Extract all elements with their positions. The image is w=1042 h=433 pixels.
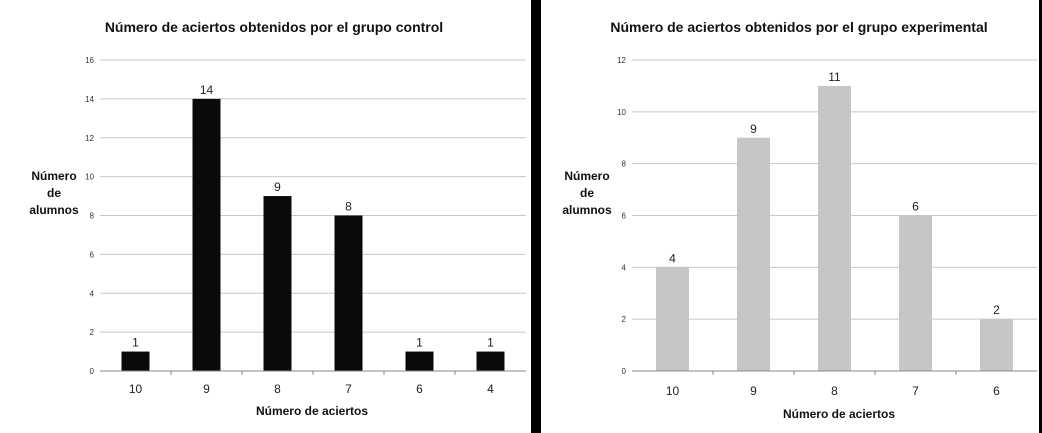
y-axis-ticks: 0 2 4 6 8 10 12 (617, 56, 626, 376)
bar (899, 215, 932, 371)
x-tick-label: 6 (993, 384, 1000, 398)
y-tick-label: 8 (90, 212, 95, 221)
bar (476, 351, 505, 371)
frame-border-right (1039, 0, 1042, 433)
bar (405, 351, 434, 371)
x-tick-label: 10 (666, 384, 680, 398)
x-tick-label: 10 (129, 382, 143, 396)
x-tick-label: 9 (750, 384, 757, 398)
bar (334, 215, 363, 371)
y-tick-label: 8 (622, 160, 627, 169)
data-label: 1 (416, 336, 423, 350)
data-label: 4 (669, 251, 676, 265)
x-tick-label: 7 (912, 384, 919, 398)
bars (656, 85, 1013, 372)
data-label: 2 (993, 303, 1000, 317)
y-tick-label: 2 (622, 315, 627, 324)
x-tick-label: 4 (487, 382, 494, 396)
y-axis-title-line: de (580, 186, 594, 200)
x-axis-ticks: 10 9 8 7 6 4 (129, 371, 494, 396)
chart-panel-experimental: Número de aciertos obtenidos por el grup… (541, 0, 1042, 433)
bar-chart-experimental: Número de aciertos obtenidos por el grup… (562, 19, 1037, 421)
y-axis-title-line: alumnos (29, 203, 79, 217)
x-axis-title: Número de aciertos (783, 407, 895, 421)
data-label: 9 (750, 122, 757, 136)
y-axis-title-line: alumnos (562, 203, 612, 217)
data-label: 8 (345, 200, 352, 214)
y-axis-title-line: de (47, 186, 61, 200)
bar (656, 267, 689, 371)
data-label: 1 (487, 336, 494, 350)
bar (263, 196, 292, 371)
y-axis-ticks: 0 2 4 6 8 10 12 14 16 (85, 56, 94, 376)
y-tick-label: 14 (85, 95, 94, 104)
bars (121, 98, 505, 371)
y-tick-label: 10 (617, 108, 626, 117)
x-tick-label: 8 (831, 384, 838, 398)
data-label: 9 (274, 180, 281, 194)
bar (980, 319, 1013, 371)
bar (818, 85, 851, 372)
chart-title: Número de aciertos obtenidos por el grup… (105, 19, 443, 35)
chart-title: Número de aciertos obtenidos por el grup… (610, 19, 987, 35)
x-tick-label: 9 (203, 382, 210, 396)
data-label: 14 (200, 83, 214, 97)
x-tick-label: 7 (345, 382, 352, 396)
y-axis-title: Número de alumnos (29, 169, 79, 217)
y-axis-title: Número de alumnos (562, 169, 612, 217)
bar (737, 137, 770, 371)
y-tick-label: 16 (85, 56, 94, 65)
y-tick-label: 10 (85, 173, 94, 182)
y-axis-title-line: Número (564, 169, 609, 183)
y-axis-title-line: Número (31, 169, 76, 183)
bar (192, 98, 221, 371)
data-labels: 4 9 11 6 2 (669, 70, 1000, 317)
x-tick-label: 6 (416, 382, 423, 396)
gridlines (100, 59, 526, 333)
chart-panel-control: Número de aciertos obtenidos por el grup… (29, 19, 526, 418)
y-tick-label: 6 (90, 250, 95, 259)
x-axis-title: Número de aciertos (256, 404, 368, 418)
y-tick-label: 0 (90, 367, 95, 376)
x-axis-ticks: 10 9 8 7 6 (666, 371, 1000, 398)
x-tick-label: 8 (274, 382, 281, 396)
y-tick-label: 4 (622, 263, 627, 272)
y-tick-label: 12 (85, 134, 94, 143)
y-tick-label: 2 (90, 328, 95, 337)
data-label: 1 (132, 336, 139, 350)
bar-chart-control: Número de aciertos obtenidos por el grup… (29, 19, 526, 418)
data-label: 6 (912, 200, 919, 214)
y-tick-label: 6 (622, 212, 627, 221)
data-label: 11 (828, 70, 841, 84)
panel-divider (531, 0, 541, 433)
y-tick-label: 0 (622, 367, 627, 376)
data-labels: 1 14 9 8 1 1 (132, 83, 494, 350)
bar (121, 351, 150, 371)
y-tick-label: 4 (90, 289, 95, 298)
y-tick-label: 12 (617, 56, 626, 65)
